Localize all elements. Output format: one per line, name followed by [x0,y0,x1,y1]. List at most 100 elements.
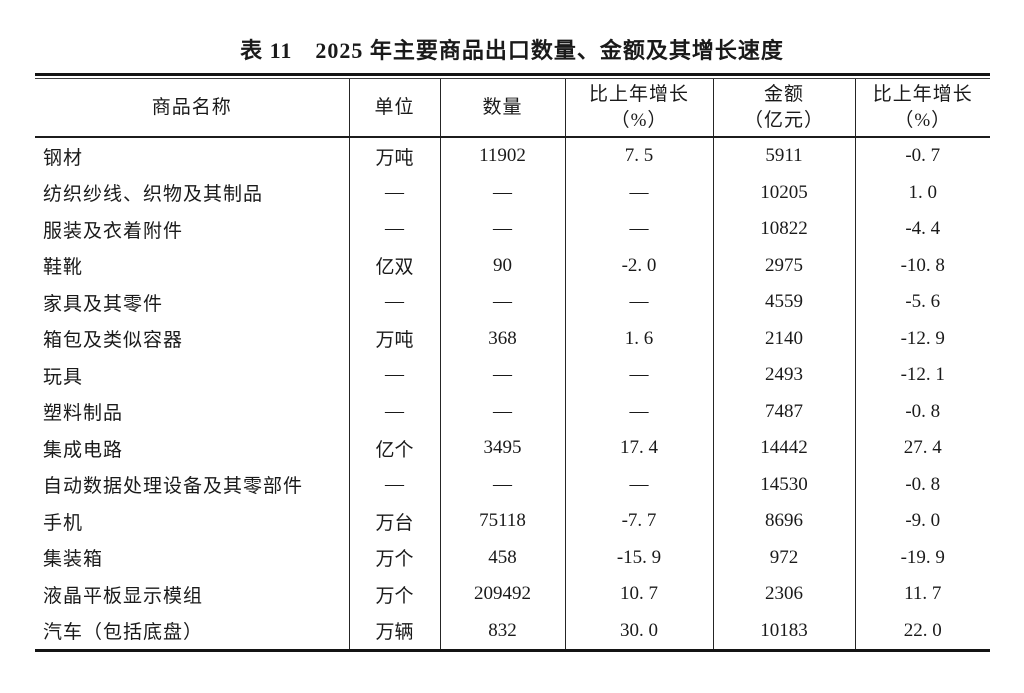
quantity-cell: — [440,211,566,248]
table-header: 商品名称 单位 数量 比上年增长 （%） [35,79,990,138]
quantity-growth-cell: -7. 7 [565,503,714,540]
export-commodities-table: 商品名称 单位 数量 比上年增长 （%） [35,73,990,652]
header-value: 金额 （亿元） [713,79,856,138]
header-value-growth: 比上年增长 （%） [855,79,990,138]
header-label: 比上年增长 [872,83,973,105]
header-sublabel: （%） [610,109,668,131]
value-growth-cell: -0. 8 [905,473,941,495]
commodity-name-cell: 塑料制品 [35,393,350,430]
table-top-rule [35,73,990,79]
quantity-cell: 3495 [440,430,566,467]
quantity-cell: 832 [440,612,566,651]
unit-cell: — [349,174,441,211]
unit-cell: 万辆 [349,612,441,651]
value-growth-cell: 11. 7 [904,583,942,605]
quantity-growth-cell: 17. 4 [565,430,714,467]
value-cell: 2306 [713,576,856,613]
quantity-growth-cell: — [565,211,714,248]
table-row: 玩具 — — — 2493 -12. 1 [35,357,990,394]
unit-cell: 亿双 [349,247,441,284]
value-growth-cell: -0. 7 [905,145,941,167]
quantity-growth-cell: — [565,284,714,321]
unit-cell: 万台 [349,503,441,540]
quantity-cell: 11902 [440,137,566,175]
quantity-growth-cell: 10. 7 [565,576,714,613]
quantity-cell: — [440,393,566,430]
quantity-growth-cell: — [565,357,714,394]
table-row: 鞋靴 亿双 90 -2. 0 2975 -10. 8 [35,247,990,284]
commodity-name-cell: 汽车（包括底盘） [35,612,350,651]
value-cell: 4559 [713,284,856,321]
commodity-name-cell: 手机 [35,503,350,540]
value-cell: 2975 [713,247,856,284]
quantity-cell: — [440,284,566,321]
quantity-cell: 368 [440,320,566,357]
header-label: 单位 [374,96,415,118]
table-row: 液晶平板显示模组 万个 209492 10. 7 2306 11. 7 [35,576,990,613]
header-sublabel: （亿元） [743,109,824,131]
value-growth-cell: -12. 9 [900,327,945,349]
quantity-cell: — [440,357,566,394]
commodity-name-cell: 集装箱 [35,539,350,576]
quantity-cell: — [440,466,566,503]
value-cell: 2493 [713,357,856,394]
value-growth-cell: 1. 0 [908,181,938,203]
commodity-name-cell: 纺织纱线、织物及其制品 [35,174,350,211]
header-label: 比上年增长 [588,83,689,105]
header-label: 商品名称 [151,96,232,118]
value-cell: 972 [713,539,856,576]
unit-cell: — [349,357,441,394]
value-cell: 7487 [713,393,856,430]
unit-cell: 万个 [349,539,441,576]
header-quantity: 数量 [440,79,566,138]
commodity-name-cell: 钢材 [35,137,350,175]
table-row: 集成电路 亿个 3495 17. 4 14442 27. 4 [35,430,990,467]
value-growth-cell: -10. 8 [900,254,945,276]
value-growth-cell: -12. 1 [900,364,945,386]
unit-cell: 万吨 [349,137,441,175]
table-row: 塑料制品 — — — 7487 -0. 8 [35,393,990,430]
value-cell: 14530 [713,466,856,503]
header-sublabel: （%） [894,109,952,131]
unit-cell: — [349,466,441,503]
commodity-name-cell: 鞋靴 [35,247,350,284]
value-growth-cell: 27. 4 [903,437,942,459]
value-cell: 5911 [713,137,856,175]
table-row: 自动数据处理设备及其零部件 — — — 14530 -0. 8 [35,466,990,503]
quantity-cell: 209492 [440,576,566,613]
commodity-name-cell: 箱包及类似容器 [35,320,350,357]
quantity-growth-cell: 30. 0 [565,612,714,651]
table-row: 钢材 万吨 11902 7. 5 5911 -0. 7 [35,137,990,175]
table-body: 钢材 万吨 11902 7. 5 5911 -0. 7 纺织纱线、织物及其制品 … [35,137,990,651]
value-cell: 2140 [713,320,856,357]
table-row: 箱包及类似容器 万吨 368 1. 6 2140 -12. 9 [35,320,990,357]
table-row: 家具及其零件 — — — 4559 -5. 6 [35,284,990,321]
quantity-growth-cell: -2. 0 [565,247,714,284]
quantity-growth-cell: — [565,393,714,430]
quantity-cell: 458 [440,539,566,576]
unit-cell: 万个 [349,576,441,613]
value-growth-cell: -0. 8 [905,400,941,422]
unit-cell: 亿个 [349,430,441,467]
header-label: 数量 [482,96,523,118]
commodity-name-cell: 服装及衣着附件 [35,211,350,248]
commodity-name-cell: 集成电路 [35,430,350,467]
unit-cell: — [349,284,441,321]
quantity-growth-cell: -15. 9 [565,539,714,576]
quantity-cell: 90 [440,247,566,284]
value-cell: 10822 [713,211,856,248]
quantity-growth-cell: 1. 6 [565,320,714,357]
value-cell: 10205 [713,174,856,211]
commodity-name-cell: 玩具 [35,357,350,394]
stat-table: 商品名称 单位 数量 比上年增长 （%） [35,79,990,652]
header-row: 商品名称 单位 数量 比上年增长 （%） [35,79,990,138]
table-row: 服装及衣着附件 — — — 10822 -4. 4 [35,211,990,248]
commodity-name-cell: 自动数据处理设备及其零部件 [35,466,350,503]
header-commodity-name: 商品名称 [35,79,350,138]
value-growth-cell: 22. 0 [903,619,942,641]
quantity-cell: — [440,174,566,211]
quantity-growth-cell: 7. 5 [565,137,714,175]
value-growth-cell: -19. 9 [900,546,945,568]
value-growth-cell: -9. 0 [905,510,941,532]
